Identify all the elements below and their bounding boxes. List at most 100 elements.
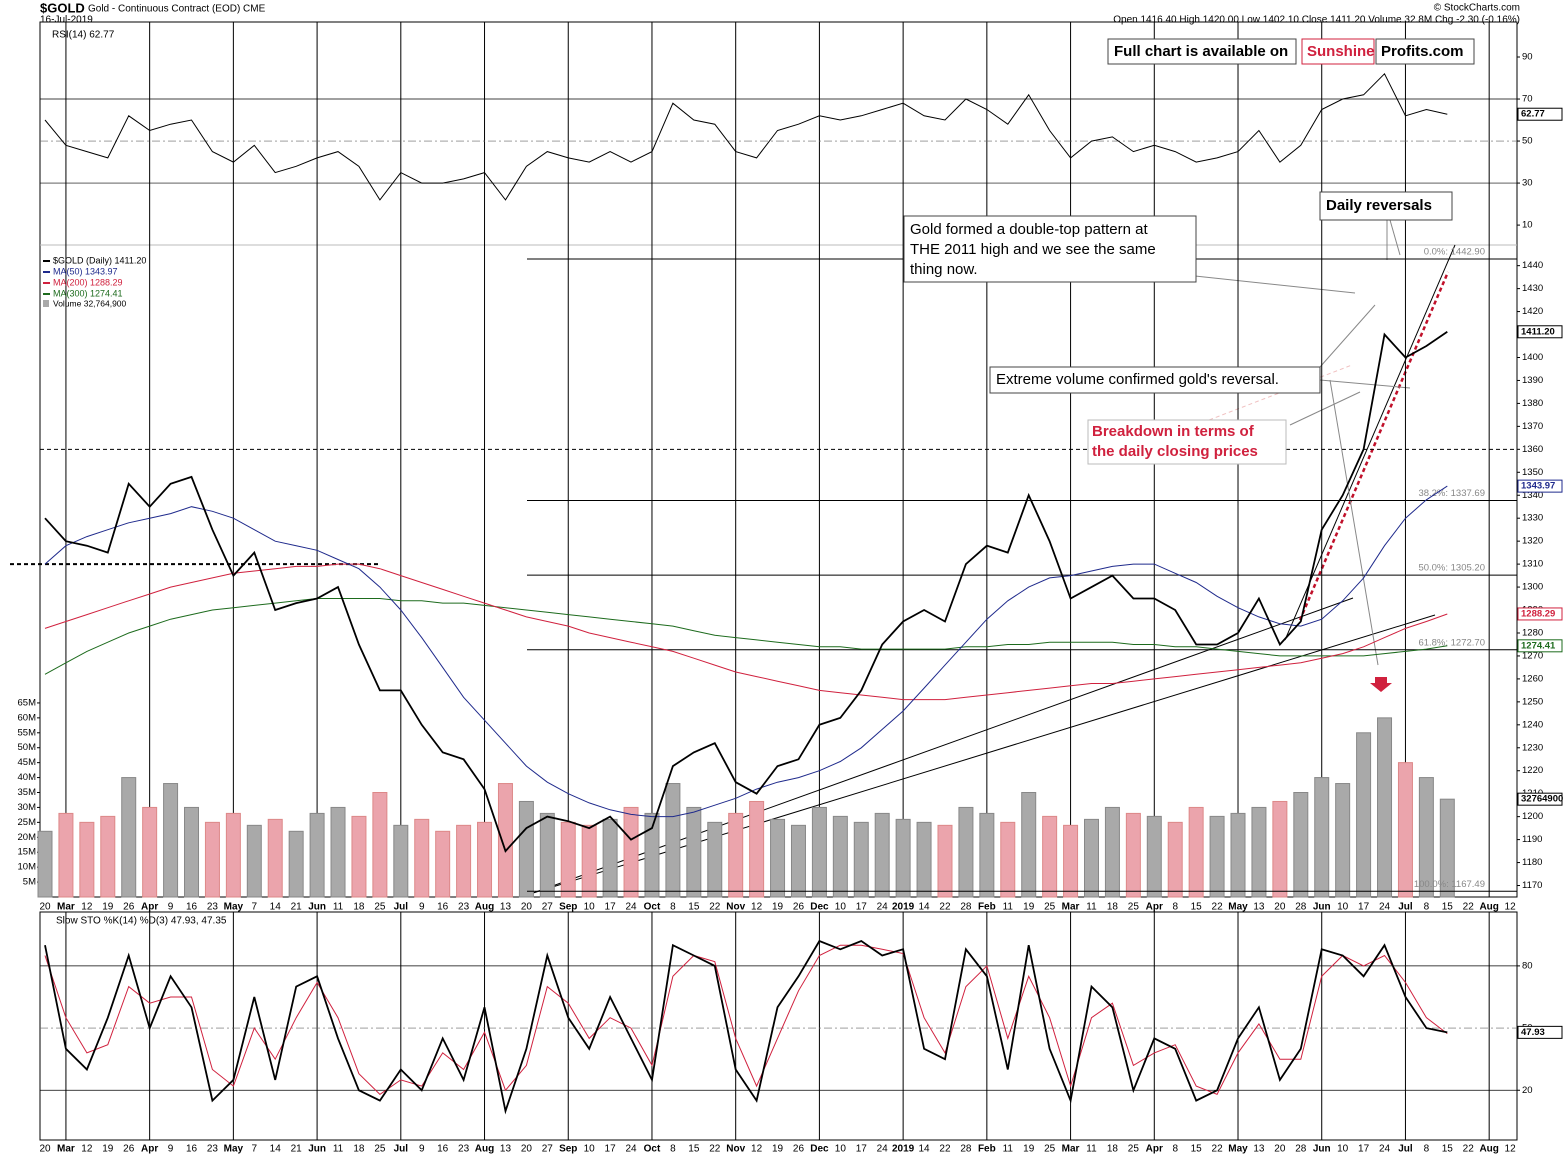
volume-bar [1251,806,1267,898]
volume-bar [1167,821,1183,898]
x-tick-label: Mar [1062,1144,1080,1155]
rsi-line [44,72,1448,201]
y-tick-label: 90 [1522,52,1533,63]
y-tick-label: 30 [1522,178,1533,189]
x-tick-label: 20 [39,1144,51,1155]
volume-bar [644,812,660,898]
x-tick-label: 24 [625,1144,637,1155]
volume-bar [770,818,786,898]
volume-bar [456,824,472,898]
y-tick-label: 1380 [1522,398,1543,409]
legend-swatch [43,300,49,307]
pointer [1289,391,1361,426]
value-tag-label: 47.93 [1521,1027,1545,1038]
x-tick-label: 14 [918,902,930,913]
fib-label: 0.0%: 1442.90 [1424,247,1485,258]
ma-line [44,485,1448,818]
volume-bar [372,792,388,898]
volume-bar [1104,806,1120,898]
x-tick-label: 24 [877,902,889,913]
x-tick-label: 19 [772,1144,784,1155]
annotation-box [989,366,1321,394]
volume-bar [309,812,325,898]
x-tick-label: 17 [605,1144,617,1155]
volume-bar [811,806,827,898]
volume-bar [1356,732,1372,898]
x-tick-label: 28 [1295,902,1307,913]
x-tick-label: Mar [57,902,75,913]
annotation: thing now. [910,261,978,278]
volume-bar [351,815,367,898]
x-tick-label: 11 [1003,1144,1014,1155]
legend-entry: RSI(14) 62.77 [52,30,115,41]
volume-bar [163,783,179,898]
trendline [532,614,1436,894]
annotation-box [1375,38,1475,65]
x-tick-label: 23 [458,902,470,913]
volume-bar [79,821,95,898]
annotation-box [1301,38,1375,65]
y-tick-label: 45M [18,757,37,768]
annotation: THE 2011 high and we see the same [910,241,1156,258]
y-tick-label: 60M [18,712,37,723]
x-tick-label: 22 [1463,902,1475,913]
y-tick-label: 35M [18,787,37,798]
x-tick-label: 22 [1212,902,1224,913]
y-tick-label: 1230 [1522,742,1543,753]
volume-bar [225,812,241,898]
symbol: $GOLD [40,0,85,15]
x-tick-label: May [1228,1144,1248,1155]
y-tick-label: 80 [1522,960,1533,971]
instrument-name: Gold - Continuous Contract (EOD) CME [88,4,266,15]
volume-bar [581,824,597,898]
x-tick-label: 15 [1442,902,1454,913]
x-tick-label: 8 [670,902,676,913]
legend-entry: MA(300) 1274.41 [53,288,123,298]
value-tag-label: 1288.29 [1521,608,1555,619]
x-tick-label: May [224,902,244,913]
x-tick-label: 11 [1086,1144,1097,1155]
x-tick-label: 22 [1212,1144,1224,1155]
x-tick-label: Feb [978,1144,996,1155]
volume-bar [1272,800,1288,898]
volume-bar [1439,798,1455,898]
annotation-box [1107,38,1297,65]
value-tag-label: 1343.97 [1521,481,1555,492]
volume-bar [749,800,765,898]
x-tick-label: Sep [559,1144,577,1155]
x-tick-label: 8 [1424,1144,1430,1155]
volume-bar [728,812,744,898]
x-tick-label: Jun [308,902,326,913]
y-tick-label: 15M [18,847,37,858]
volume-bar [330,806,346,898]
volume-bar [121,777,137,898]
x-tick-label: 26 [123,902,135,913]
y-tick-label: 1240 [1522,719,1543,730]
x-tick-label: May [224,1144,244,1155]
x-tick-label: May [1228,902,1248,913]
annotation: Breakdown in terms of [1092,423,1255,440]
annotation-box [1319,191,1453,221]
volume-bar [707,821,723,898]
y-tick-label: 40M [18,772,37,783]
x-tick-label: 9 [168,902,174,913]
trendlines [532,219,1456,894]
x-tick-label: 8 [1172,902,1178,913]
volume-bar [895,818,911,898]
annotation-box [1087,419,1287,465]
volume-bar [1000,821,1016,898]
x-tick-label: 28 [960,1144,972,1155]
x-tick-label: 19 [1023,1144,1035,1155]
x-tick-label: Nov [726,902,745,913]
value-tag [1517,607,1563,621]
copyright: © StockCharts.com [1434,3,1520,14]
y-tick-label: 10M [18,862,37,873]
x-tick-label: 16 [186,902,198,913]
value-tag-label: 32764900 [1521,794,1563,805]
y-tick-label: 50M [18,742,37,753]
volume-bar [1188,806,1204,898]
volume-bar [414,818,430,898]
x-tick-label: 23 [458,1144,470,1155]
